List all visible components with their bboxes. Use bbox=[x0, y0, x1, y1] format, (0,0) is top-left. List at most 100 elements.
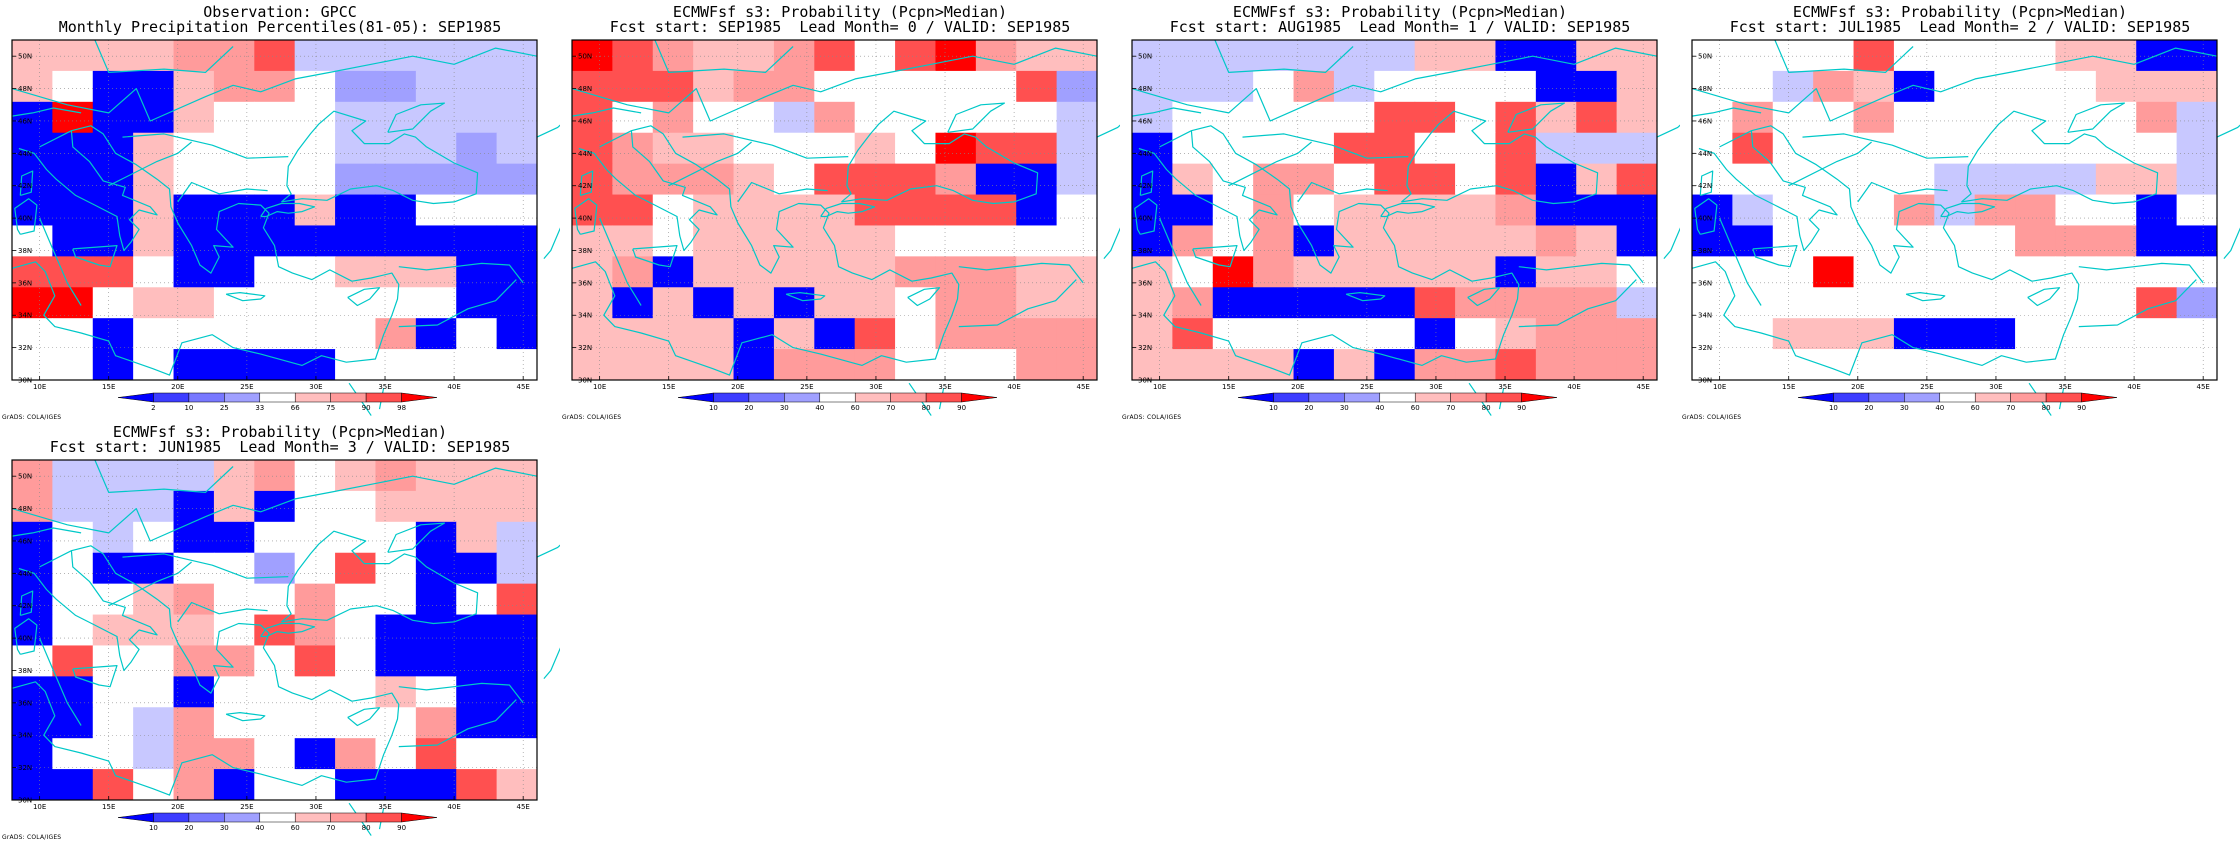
grid-cell bbox=[1576, 225, 1618, 257]
grid-cell bbox=[1853, 40, 1895, 72]
grid-cell bbox=[52, 101, 94, 134]
grid-cell bbox=[456, 521, 498, 554]
grid-cell bbox=[1455, 194, 1496, 226]
grid-cell bbox=[173, 707, 215, 739]
grid-cell bbox=[375, 645, 417, 677]
coastline bbox=[11, 545, 400, 796]
grid-cell bbox=[1333, 287, 1375, 319]
grid-cell bbox=[1974, 70, 2016, 103]
grid-cell bbox=[1212, 225, 1254, 257]
grid-cell bbox=[773, 256, 815, 288]
grid-cell bbox=[975, 349, 1017, 381]
colorbar-label: 20 bbox=[184, 824, 193, 832]
x-tick-label: 35E bbox=[938, 383, 951, 391]
coastline bbox=[94, 39, 234, 73]
grid-cell bbox=[1293, 163, 1335, 196]
colorbar-label: 30 bbox=[1340, 404, 1349, 412]
colorbar-label: 60 bbox=[1411, 404, 1420, 412]
grid-cell bbox=[1455, 349, 1496, 381]
grid-cell bbox=[1893, 318, 1935, 350]
grid-cell bbox=[92, 460, 134, 492]
coastline bbox=[1214, 39, 1354, 73]
grid-cell bbox=[12, 287, 53, 319]
grid-cell bbox=[1813, 163, 1855, 196]
grid-cell bbox=[935, 163, 977, 196]
grid-cell bbox=[2095, 225, 2137, 257]
grid-cell bbox=[1016, 132, 1058, 165]
colorbar-segment bbox=[1485, 392, 1522, 403]
grid-cell bbox=[294, 738, 336, 770]
y-tick-label: 42N bbox=[578, 182, 592, 190]
colorbar-segment bbox=[153, 812, 190, 823]
grid-cell bbox=[173, 583, 215, 616]
grid-cell bbox=[294, 645, 336, 677]
coastline bbox=[1940, 202, 1996, 218]
grid-cell bbox=[1132, 70, 1173, 103]
grid-cell bbox=[1016, 70, 1058, 103]
x-tick-label: 15E bbox=[1222, 383, 1235, 391]
grid-cell bbox=[693, 40, 735, 72]
coastline bbox=[1719, 217, 1762, 306]
colorbar-label: 90 bbox=[957, 404, 966, 412]
grid-cell bbox=[375, 583, 417, 616]
x-tick-label: 20E bbox=[731, 383, 744, 391]
grid-cell bbox=[375, 318, 417, 350]
grid-cell bbox=[213, 256, 255, 288]
grid-cell bbox=[1414, 163, 1456, 196]
coastlines bbox=[11, 39, 560, 416]
grid-cell bbox=[1934, 287, 1976, 319]
x-tick-label: 45E bbox=[517, 803, 530, 811]
grid-cell bbox=[133, 707, 175, 739]
grid-cell bbox=[2136, 70, 2178, 103]
grid-cell bbox=[814, 318, 856, 350]
grid-cell bbox=[1132, 194, 1173, 226]
grid-cell bbox=[1616, 132, 1658, 165]
grid-cell bbox=[496, 194, 538, 226]
grid-cell bbox=[1172, 101, 1214, 134]
grid-cell bbox=[133, 583, 175, 616]
grid-cell bbox=[213, 70, 255, 103]
grid-cell bbox=[1732, 349, 1774, 381]
grid-cell bbox=[1813, 101, 1855, 134]
grid-cell bbox=[1374, 101, 1416, 134]
grid-cell bbox=[1893, 70, 1935, 103]
grid-cell bbox=[2055, 349, 2097, 381]
panel-title-line2: Monthly Precipitation Percentiles(81-05)… bbox=[58, 18, 502, 36]
grid-cell bbox=[1732, 194, 1774, 226]
colorbar-label: 10 bbox=[709, 404, 718, 412]
grid-cell bbox=[335, 490, 376, 523]
grid-cell bbox=[814, 256, 856, 288]
coastline bbox=[1139, 170, 1154, 196]
grid-cell bbox=[1934, 132, 1976, 165]
grid-cell bbox=[335, 769, 376, 801]
grid-cell bbox=[133, 738, 175, 770]
grid-cell bbox=[1132, 40, 1173, 72]
grid-cell bbox=[1495, 194, 1537, 226]
grid-cell bbox=[975, 132, 1017, 165]
coastline bbox=[578, 130, 718, 252]
coastline bbox=[72, 245, 118, 268]
grid-cell bbox=[1732, 40, 1774, 72]
panel-forecast-lead-2: ECMWFsf s3: Probability (Pcpn>Median) Fc… bbox=[1680, 0, 2240, 421]
grid-cell bbox=[612, 256, 654, 288]
grid-cell bbox=[92, 70, 134, 103]
grid-cell bbox=[496, 318, 538, 350]
grid-cell bbox=[254, 552, 296, 585]
grid-cell bbox=[733, 287, 775, 319]
y-tick-label: 46N bbox=[18, 117, 32, 125]
colorbar-segment bbox=[890, 392, 927, 403]
coastline bbox=[387, 522, 445, 553]
y-tick-label: 32N bbox=[1138, 344, 1152, 352]
grid-cell bbox=[1772, 256, 1814, 288]
grid-cell bbox=[975, 163, 1017, 196]
grid-cell bbox=[854, 132, 896, 165]
grid-cell bbox=[1056, 40, 1098, 72]
grid-cell bbox=[415, 101, 457, 134]
grid-cell bbox=[612, 101, 654, 134]
colorbar-label: 90 bbox=[1517, 404, 1526, 412]
grid-cell bbox=[254, 318, 296, 350]
grid-cell bbox=[415, 645, 457, 677]
grid-cell bbox=[213, 40, 255, 72]
grid-cell bbox=[733, 40, 775, 72]
